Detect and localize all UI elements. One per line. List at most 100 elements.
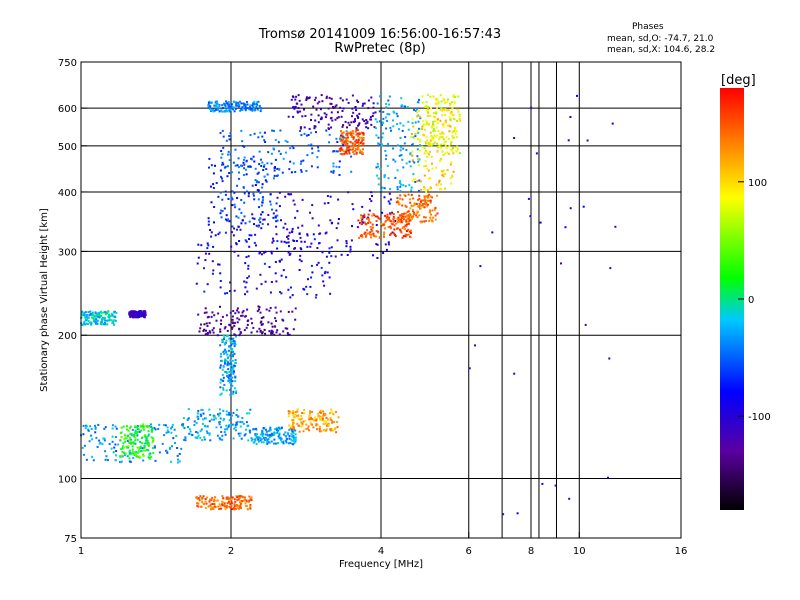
echo-point [231,368,234,371]
echo-point [436,149,439,152]
echo-point [269,426,272,429]
echo-point [93,315,96,318]
echo-point [108,318,111,321]
echo-point [287,115,290,118]
echo-point [235,335,237,338]
echo-point [222,409,225,412]
echo-point [340,147,343,150]
echo-point [228,379,231,382]
echo-point [106,323,109,326]
echo-point [229,376,232,379]
echo-point [355,127,358,130]
echo-point [341,125,344,128]
echo-point [135,310,138,313]
y-tick-label: 300 [58,247,77,258]
echo-point [230,497,233,500]
echo-point [426,203,429,206]
echo-point [262,441,265,444]
echo-point [344,151,347,154]
echo-point [258,105,261,107]
echo-point [344,137,347,140]
echo-point [430,213,433,216]
echo-point [211,272,214,275]
echo-point [317,412,320,415]
echo-point [414,110,417,112]
echo-point [227,101,230,103]
echo-point [147,444,150,447]
echo-point [432,142,435,145]
echo-point [315,293,318,296]
echo-point [256,330,259,333]
echo-point [375,235,378,238]
echo-point [114,316,117,319]
echo-point [381,224,384,227]
echo-point [452,114,455,117]
echo-point [231,355,234,358]
echo-point [230,343,233,346]
echo-point [233,508,235,511]
echo-point [423,220,426,223]
echo-point [339,139,342,142]
echo-point [225,339,228,342]
echo-point [262,196,264,199]
echo-point [252,194,255,197]
echo-point [225,351,227,354]
echo-point [230,231,233,234]
echo-point [255,287,258,290]
echo-point [330,102,333,105]
echo-point [440,188,443,191]
echo-point [568,497,571,500]
echo-point [246,320,249,323]
echo-point [437,122,440,125]
echo-point [183,427,186,430]
echo-point [426,155,429,158]
echo-point [412,215,415,218]
echo-point [293,203,296,206]
echo-point [451,106,454,109]
echo-point [273,433,276,436]
echo-point [246,101,248,103]
echo-point [234,423,237,426]
echo-point [111,435,114,438]
echo-point [196,262,199,265]
echo-point [346,142,349,145]
echo-point [225,506,228,509]
echo-point [294,413,297,416]
echo-point [444,140,447,143]
echo-point [304,419,307,422]
echo-point [215,106,218,109]
echo-point [202,502,205,505]
echo-point [237,166,240,169]
echo-point [242,161,245,164]
echo-point [329,412,331,415]
echo-point [221,315,224,318]
echo-point [347,136,349,139]
echo-point [362,136,365,139]
stats-x-mode: mean, sd,X: 104.6, 28.2 [607,45,716,55]
echo-point [305,99,308,101]
echo-point [225,413,228,416]
echo-point [412,125,415,128]
echo-point [539,221,542,224]
echo-point [213,418,215,421]
echo-point [221,177,223,180]
echo-point [317,224,320,227]
echo-point [296,415,299,418]
echo-point [261,332,264,335]
echo-point [357,101,360,103]
echo-point [108,314,110,316]
echo-point [243,329,246,332]
echo-point [138,311,141,314]
echo-point [276,247,279,250]
echo-point [435,166,438,169]
echo-point [452,170,455,173]
echo-point [279,436,282,439]
echo-point [310,143,313,146]
echo-point [357,219,360,222]
echo-point [259,221,262,224]
echo-point [379,223,382,225]
echo-point [255,436,258,439]
echo-point [230,371,233,374]
echo-point [322,414,325,417]
echo-point [235,103,238,105]
